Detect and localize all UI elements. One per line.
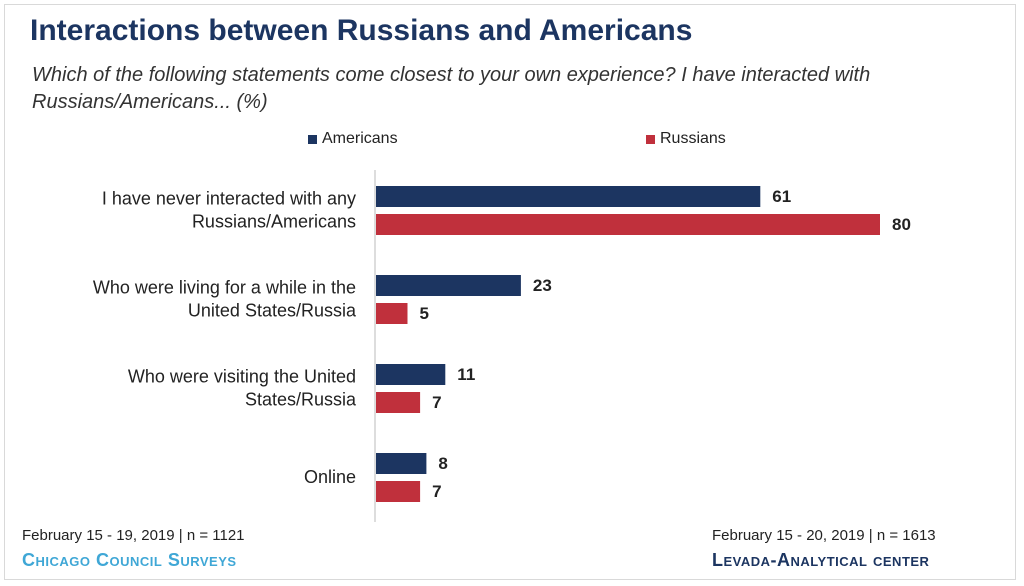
legend-swatch-russians xyxy=(646,134,655,144)
category-label: I have never interacted with any xyxy=(102,189,356,209)
chart-title: Interactions between Russians and Americ… xyxy=(30,14,693,47)
data-label: 80 xyxy=(892,215,911,234)
bar-russians xyxy=(376,392,421,413)
bar-russians xyxy=(376,481,421,502)
bar-americans xyxy=(376,275,521,296)
data-label: 8 xyxy=(438,454,447,473)
legend-label-americans: Americans xyxy=(322,130,398,147)
legend-label-russians: Russians xyxy=(660,130,726,147)
left-source-note: February 15 - 19, 2019 | n = 1121 xyxy=(22,527,245,544)
category-label: States/Russia xyxy=(245,390,357,410)
data-label: 7 xyxy=(432,393,441,412)
data-label: 61 xyxy=(772,187,791,206)
legend-item-americans: Americans xyxy=(308,130,398,148)
data-label: 11 xyxy=(457,365,475,384)
bar-americans xyxy=(376,186,761,207)
legend-swatch-americans xyxy=(308,134,317,144)
bar-americans xyxy=(376,364,446,385)
category-label: Who were living for a while in the xyxy=(93,278,356,298)
chart-subtitle: Which of the following statements come c… xyxy=(32,64,871,113)
bar-russians xyxy=(376,214,880,235)
data-label: 23 xyxy=(533,276,552,295)
bar-americans xyxy=(376,453,427,474)
chart-frame xyxy=(4,4,1016,580)
category-label: Online xyxy=(304,467,356,487)
bar-russians xyxy=(376,303,408,324)
category-label: Who were visiting the United xyxy=(128,367,356,387)
right-source-note: February 15 - 20, 2019 | n = 1613 xyxy=(712,527,936,544)
legend-item-russians: Russians xyxy=(646,130,726,148)
levada-brand: Levada-Analytical center xyxy=(712,550,930,570)
category-label: Russians/Americans xyxy=(192,212,356,232)
data-label: 7 xyxy=(432,482,441,501)
category-label: United States/Russia xyxy=(188,301,357,321)
data-label: 5 xyxy=(420,304,429,323)
chicago-council-brand: Chicago Council Surveys xyxy=(22,550,237,570)
